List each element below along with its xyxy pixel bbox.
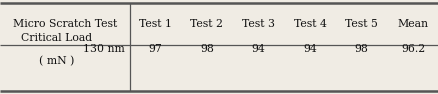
Text: 96.2: 96.2 — [400, 44, 424, 54]
Text: Test 1: Test 1 — [138, 19, 171, 29]
Text: Mean: Mean — [397, 19, 428, 29]
Text: Test 5: Test 5 — [344, 19, 377, 29]
Text: 97: 97 — [148, 44, 162, 54]
Text: 94: 94 — [251, 44, 265, 54]
Text: Critical Load: Critical Load — [21, 33, 92, 43]
Text: 94: 94 — [303, 44, 316, 54]
Text: 98: 98 — [199, 44, 213, 54]
Text: 98: 98 — [354, 44, 368, 54]
Text: ( mN ): ( mN ) — [39, 56, 74, 66]
Text: Test 4: Test 4 — [293, 19, 326, 29]
Text: Test 2: Test 2 — [190, 19, 223, 29]
Text: Micro Scratch Test: Micro Scratch Test — [13, 19, 117, 29]
Text: Test 3: Test 3 — [241, 19, 274, 29]
Text: 130 nm: 130 nm — [82, 44, 124, 54]
